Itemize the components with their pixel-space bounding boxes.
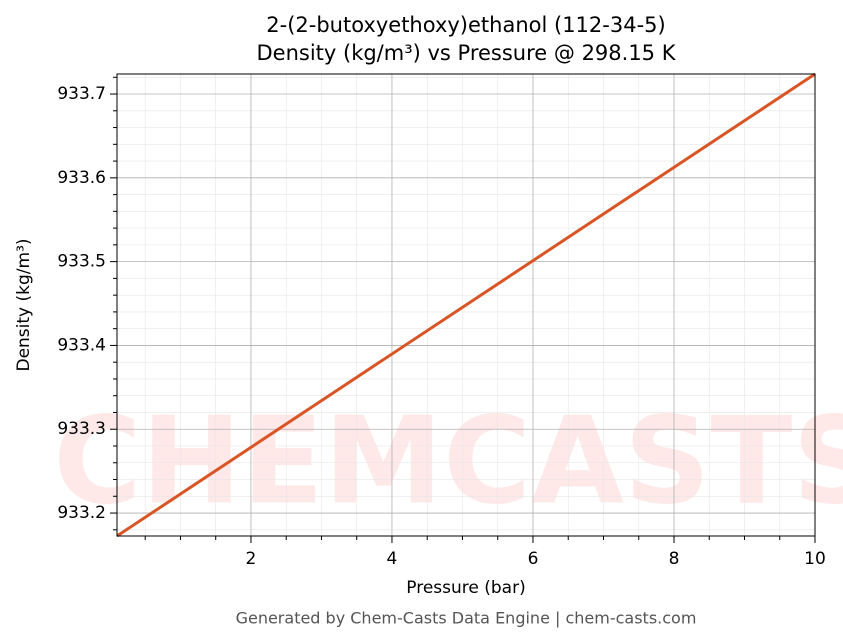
x-tick-label: 2 <box>246 549 257 569</box>
x-tick-label: 6 <box>528 549 539 569</box>
y-axis-label: Density (kg/m³) <box>14 238 34 371</box>
x-tick-label: 8 <box>669 549 680 569</box>
x-tick-label: 10 <box>804 549 826 569</box>
watermark: CHEMCASTS <box>53 393 843 532</box>
y-tick-label: 933.2 <box>57 503 106 523</box>
y-tick-label: 933.5 <box>57 252 106 272</box>
data-line <box>116 72 816 538</box>
chart-title: 2-(2-butoxyethoxy)ethanol (112-34-5) <box>266 13 665 37</box>
y-tick-label: 933.4 <box>57 335 106 355</box>
y-tick-label: 933.7 <box>57 84 106 104</box>
chart-subtitle: Density (kg/m³) vs Pressure @ 298.15 K <box>256 41 676 65</box>
x-tick-label: 4 <box>387 549 398 569</box>
plot-frame <box>116 73 816 537</box>
x-axis-label: Pressure (bar) <box>406 578 525 598</box>
y-tick-label: 933.6 <box>57 168 106 188</box>
footer: Generated by Chem-Casts Data Engine | ch… <box>236 609 697 628</box>
y-tick-label: 933.3 <box>57 419 106 439</box>
